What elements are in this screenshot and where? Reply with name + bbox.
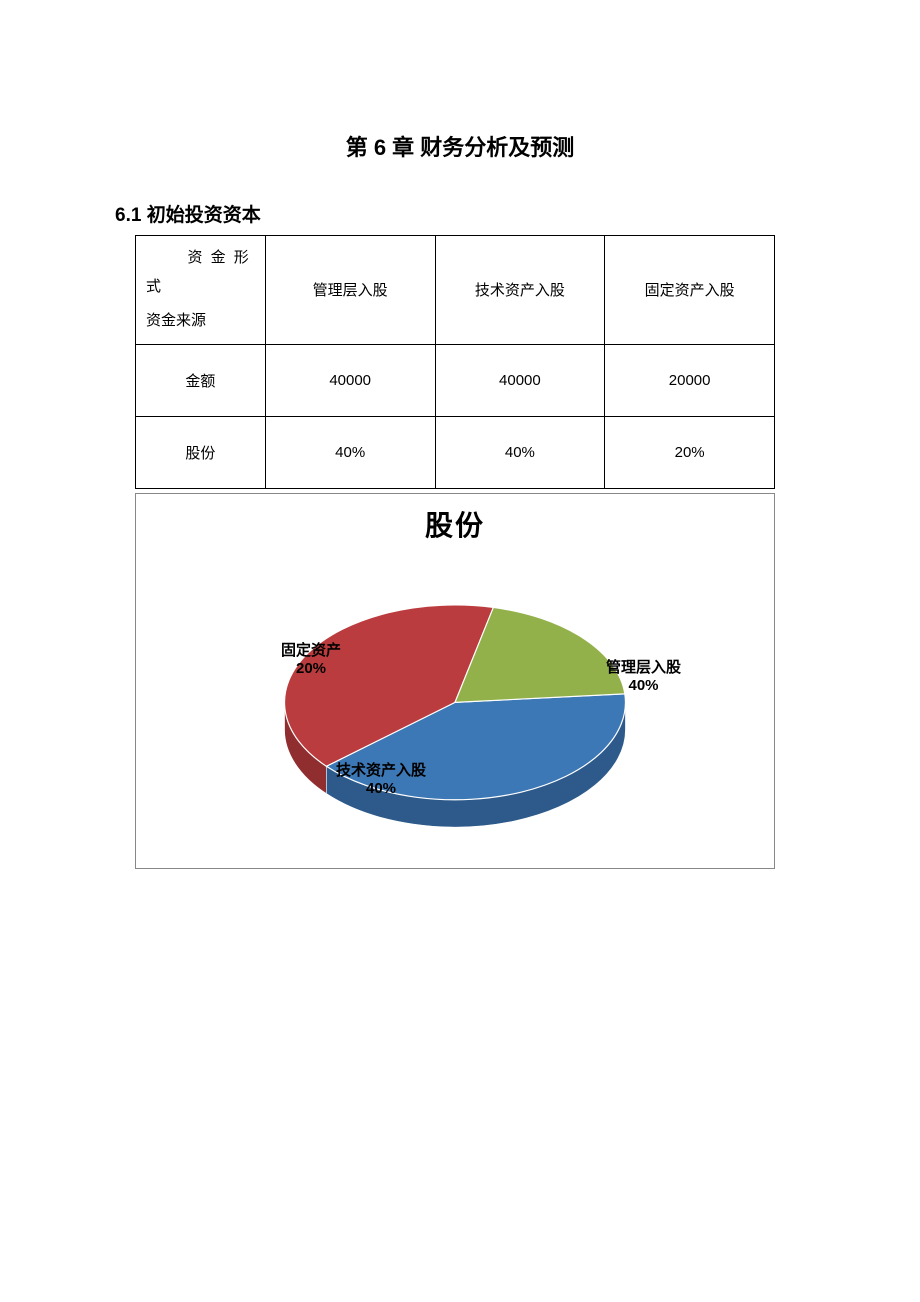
- table-column-header: 技术资产入股: [435, 236, 605, 345]
- table-corner-cell: 资 金 形 式 资金来源: [136, 236, 266, 345]
- document-page: 第 6 章 财务分析及预测 6.1 初始投资资本 资 金 形 式 资金来源 管理…: [0, 0, 920, 1302]
- chart-title: 股份: [136, 494, 774, 544]
- pie-label-name: 固定资产: [281, 642, 341, 661]
- row-label: 股份: [136, 416, 266, 488]
- corner-label-top2: 式: [146, 273, 255, 302]
- pie-data-label: 固定资产20%: [281, 642, 341, 680]
- table-cell: 40000: [435, 344, 605, 416]
- table-cell: 40%: [265, 416, 435, 488]
- chapter-title: 第 6 章 财务分析及预测: [115, 130, 805, 162]
- table-column-header: 管理层入股: [265, 236, 435, 345]
- pie-data-label: 技术资产入股40%: [336, 762, 426, 800]
- corner-label-bottom: 资金来源: [146, 307, 255, 336]
- pie-chart-container: 股份 管理层入股40%技术资产入股40%固定资产20%: [135, 493, 775, 869]
- pie-data-label: 管理层入股40%: [606, 659, 681, 697]
- table-cell: 20%: [605, 416, 775, 488]
- pie-label-pct: 20%: [281, 660, 341, 679]
- table-row: 股份 40% 40% 20%: [136, 416, 775, 488]
- table-cell: 40000: [265, 344, 435, 416]
- chart-canvas: 管理层入股40%技术资产入股40%固定资产20%: [136, 544, 774, 864]
- table-column-header: 固定资产入股: [605, 236, 775, 345]
- capital-table: 资 金 形 式 资金来源 管理层入股 技术资产入股 固定资产入股 金额 4000…: [135, 235, 775, 489]
- section-title: 6.1 初始投资资本: [115, 200, 805, 227]
- pie-label-pct: 40%: [336, 780, 426, 799]
- table-cell: 40%: [435, 416, 605, 488]
- table-row: 金额 40000 40000 20000: [136, 344, 775, 416]
- pie-chart-svg: [245, 566, 665, 866]
- pie-label-name: 技术资产入股: [336, 762, 426, 781]
- table-cell: 20000: [605, 344, 775, 416]
- pie-label-pct: 40%: [606, 677, 681, 696]
- row-label: 金额: [136, 344, 266, 416]
- pie-label-name: 管理层入股: [606, 659, 681, 678]
- corner-label-top1: 资 金 形: [146, 244, 255, 273]
